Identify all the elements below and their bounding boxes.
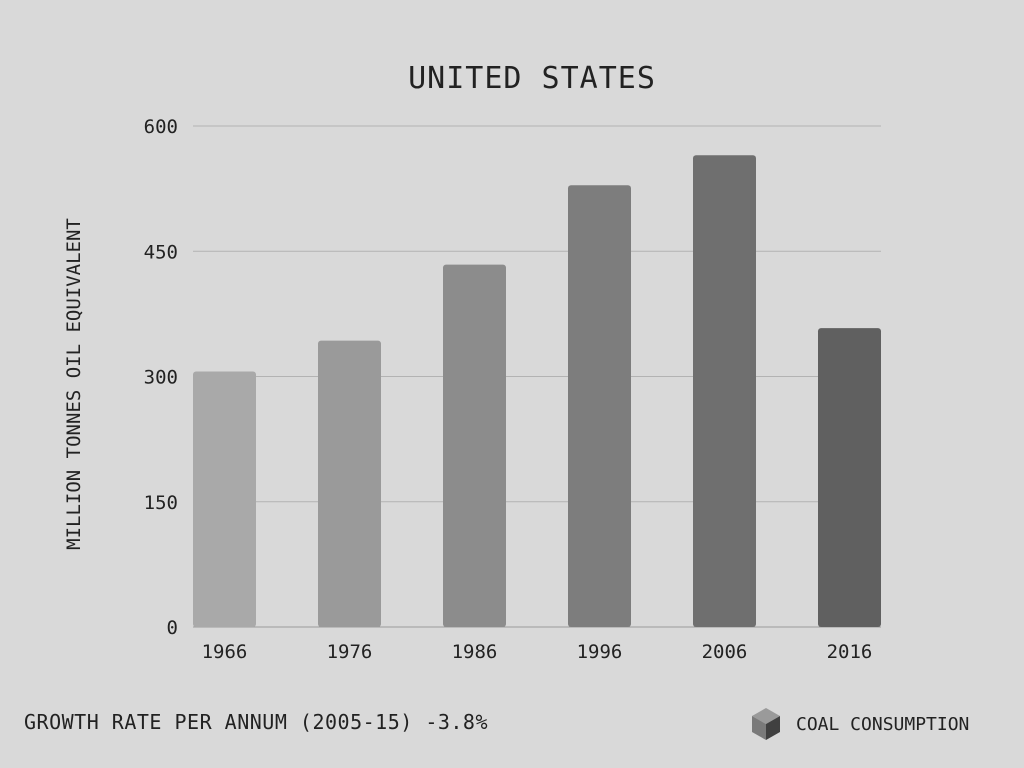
y-tick-label: 600	[144, 116, 178, 138]
y-tick-label: 450	[144, 241, 178, 263]
y-tick-label: 300	[144, 367, 178, 389]
x-tick-label: 2006	[702, 641, 748, 663]
y-axis-ticks: 0 150 300 450 600	[144, 116, 178, 639]
x-tick-label: 2016	[827, 641, 873, 663]
cube-icon	[752, 708, 780, 740]
legend: COAL CONSUMPTION	[750, 706, 969, 742]
chart: UNITED STATES 0 150 300 450 600 MILLION TONN…	[63, 61, 881, 663]
x-tick-label: 1986	[452, 641, 498, 663]
bar-1996	[568, 185, 631, 627]
x-tick-label: 1976	[327, 641, 373, 663]
x-tick-label: 1966	[202, 641, 248, 663]
bar-1966	[193, 371, 256, 627]
y-tick-label: 0	[167, 617, 178, 639]
legend-label: COAL CONSUMPTION	[796, 713, 970, 735]
gridlines	[193, 125, 881, 628]
bar-1976	[318, 340, 381, 627]
bar-2016	[818, 328, 881, 627]
bars	[193, 155, 881, 627]
x-tick-label: 1996	[577, 641, 623, 663]
chart-title: UNITED STATES	[408, 61, 656, 96]
bar-2006	[693, 155, 756, 627]
x-axis-ticks: 1966 1976 1986 1996 2006 2016	[202, 641, 873, 663]
growth-rate-note: GROWTH RATE PER ANNUM (2005-15) -3.8%	[24, 710, 489, 734]
bar-1986	[443, 264, 506, 627]
y-axis-label: MILLION TONNES OIL EQUIVALENT	[63, 218, 85, 550]
y-tick-label: 150	[144, 492, 178, 514]
